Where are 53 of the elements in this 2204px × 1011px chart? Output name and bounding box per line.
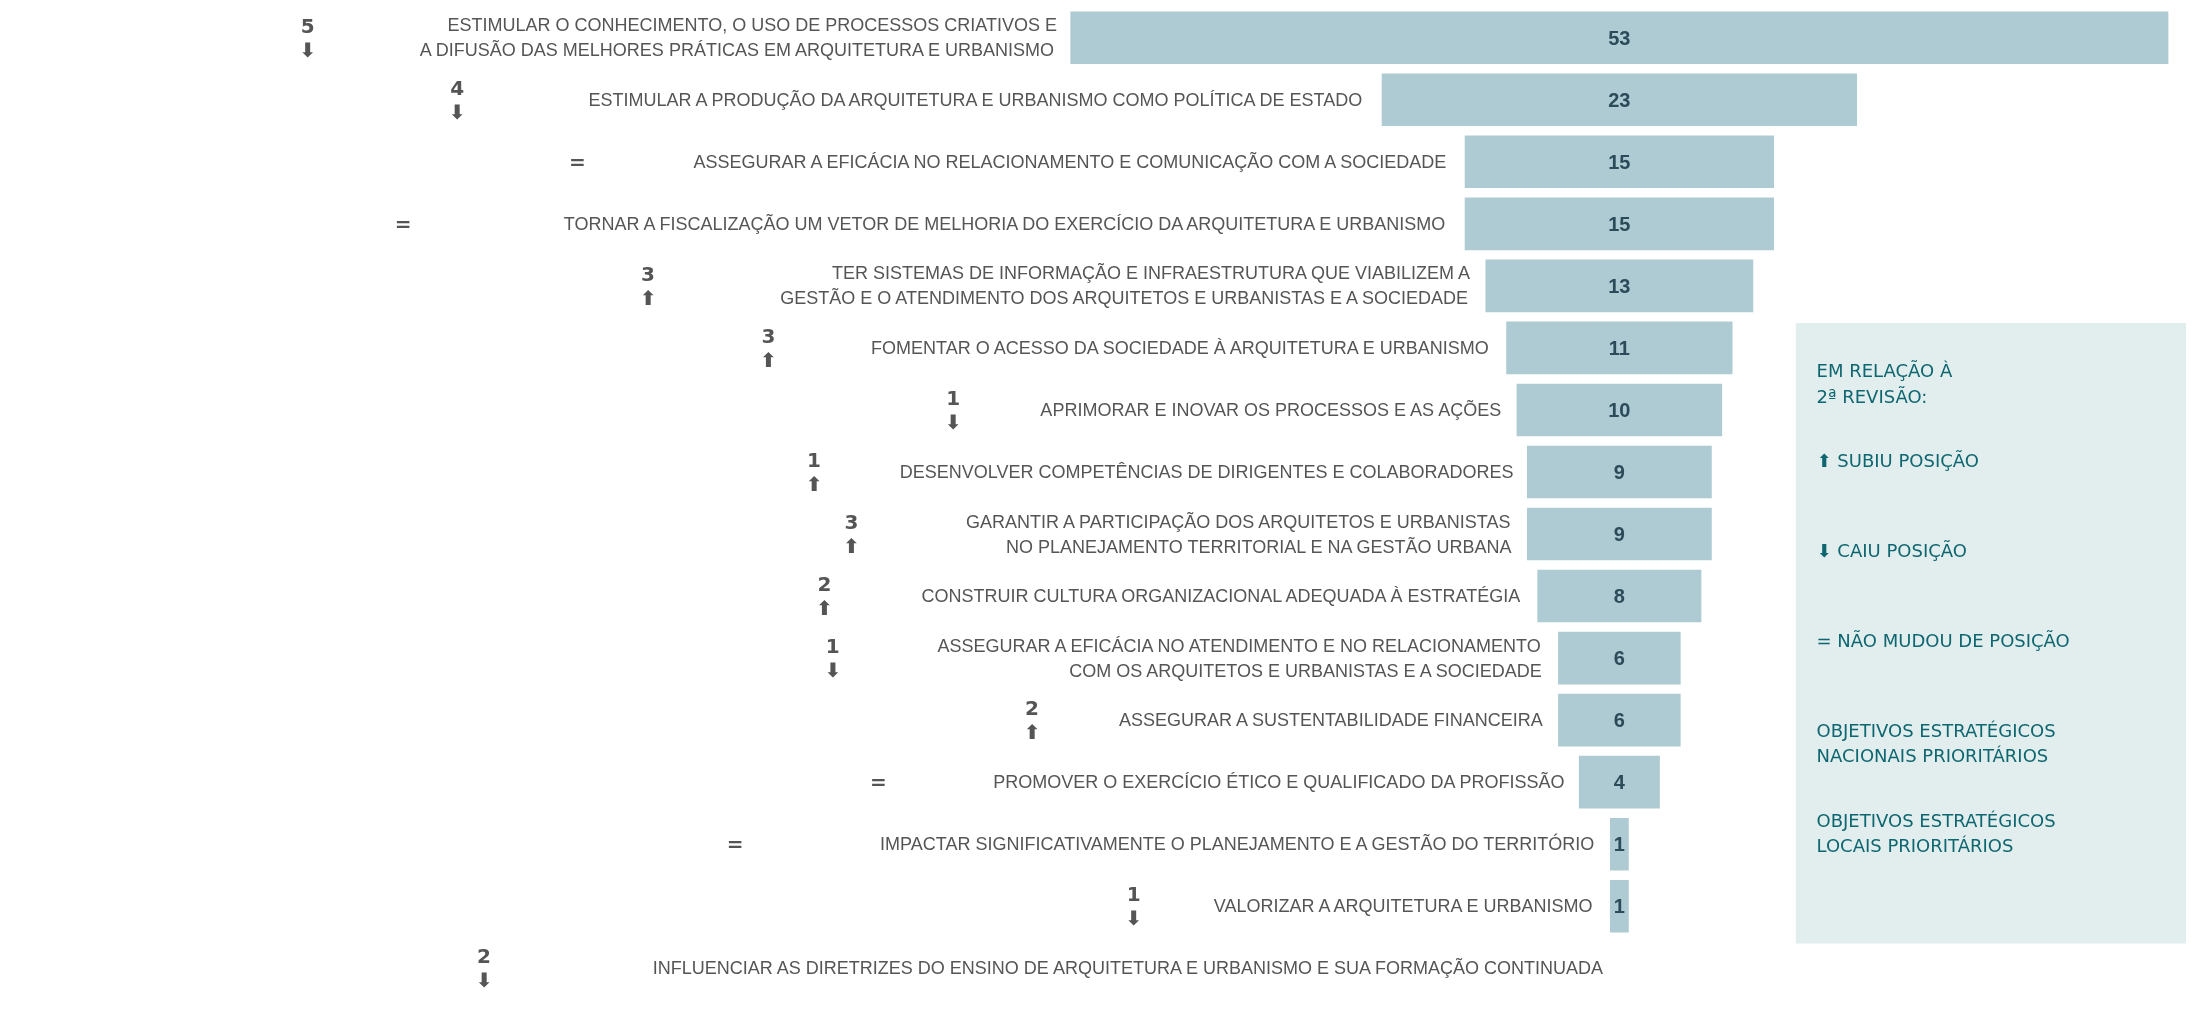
text: 3 ⬆ <box>760 323 777 372</box>
data-label: 8 <box>1613 585 1625 608</box>
text: 2 ⬇ <box>475 944 493 993</box>
text: ⬇ CAIU POSIÇÃO <box>1816 540 1967 562</box>
text: 4 ⬇ <box>448 75 466 124</box>
text: EM RELAÇÃO À 2ª REVISÃO: <box>1816 360 1953 407</box>
category-label: TER SISTEMAS DE INFORMAÇÃO E INFRAESTRUTURA QUE VIABILIZEM A GESTÃO E O ATENDIMENTO DOS ARQUITETOS E URBANISTAS E A SOCIEDADE <box>780 262 1471 309</box>
data-label: 9 <box>1613 460 1625 483</box>
text: = <box>569 149 586 174</box>
text: 3 ⬆ <box>843 510 860 559</box>
text: 1 ⬇ <box>1125 882 1143 931</box>
category-label: ESTIMULAR O CONHECIMENTO, O USO DE PROCESSOS CRIATIVOS E A DIFUSÃO DAS MELHORES PRÁTICAS EM ARQUITETURA E URBANISMO <box>419 15 1057 61</box>
data-label: 23 <box>1608 88 1631 111</box>
category-label: DESENVOLVER COMPETÊNCIAS DE DIRIGENTES E COLABORADORES <box>899 461 1514 482</box>
text: 2 ⬆ <box>816 572 833 621</box>
data-label: 4 <box>1613 771 1626 794</box>
text: OBJETIVOS ESTRATÉGICOS LOCAIS PRIORITÁRIOS <box>1816 810 2056 857</box>
category-label: ASSEGURAR A EFICÁCIA NO ATENDIMENTO E NO RELACIONAMENTO COM OS ARQUITETOS E URBANISTAS E A SOCIEDADE <box>937 635 1542 681</box>
category-label: VALORIZAR A ARQUITETURA E URBANISMO <box>1213 896 1593 917</box>
text: = <box>394 211 412 236</box>
category-label: IMPACTAR SIGNIFICATIVAMENTE O PLANEJAMENTO E A GESTÃO DO TERRITÓRIO <box>880 833 1595 855</box>
category-label: CONSTRUIR CULTURA ORGANIZACIONAL ADEQUADA À ESTRATÉGIA <box>921 586 1521 607</box>
text: 2 ⬆ <box>1023 696 1041 745</box>
data-label: 9 <box>1613 523 1625 546</box>
data-label: 13 <box>1608 274 1631 297</box>
text: 1 ⬇ <box>944 385 962 434</box>
data-label: 1 <box>1613 895 1625 918</box>
text: 5 ⬇ <box>299 13 317 62</box>
data-label: 11 <box>1608 336 1630 359</box>
category-label: APRIMORAR E INOVAR OS PROCESSOS E AS AÇÕES <box>1040 398 1502 420</box>
text: = NÃO MUDOU DE POSIÇÃO <box>1816 630 2070 652</box>
text: = <box>726 832 744 857</box>
category-label: ASSEGURAR A SUSTENTABILIDADE FINANCEIRA <box>1118 710 1543 731</box>
category-label: FOMENTAR O ACESSO DA SOCIEDADE À ARQUITETURA E URBANISMO <box>871 337 1489 358</box>
data-label: 6 <box>1613 647 1625 670</box>
category-label: ASSEGURAR A EFICÁCIA NO RELACIONAMENTO E COMUNICAÇÃO COM A SOCIEDADE <box>693 150 1447 172</box>
data-label: 15 <box>1608 212 1631 235</box>
category-label: PROMOVER O EXERCÍCIO ÉTICO E QUALIFICADO DA PROFISSÃO <box>993 771 1565 793</box>
text: OBJETIVOS ESTRATÉGICOS NACIONAIS PRIORITÁRIOS <box>1816 720 2056 767</box>
data-label: 10 <box>1608 398 1631 421</box>
category-label: INFLUENCIAR AS DIRETRIZES DO ENSINO DE ARQUITETURA E URBANISMO E SUA FORMAÇÃO CONTINUADA <box>652 957 1603 979</box>
data-label: 6 <box>1613 709 1625 732</box>
text: 3 ⬆ <box>639 261 657 310</box>
category-label: TORNAR A FISCALIZAÇÃO UM VETOR DE MELHORIA DO EXERCÍCIO DA ARQUITETURA E URBANISMO <box>563 212 1446 234</box>
data-label: 1 <box>1613 833 1625 856</box>
text: = <box>870 770 887 795</box>
text: 1 ⬆ <box>805 447 823 496</box>
text: ⬆ SUBIU POSIÇÃO <box>1816 450 1979 472</box>
category-label: ESTIMULAR A PRODUÇÃO DA ARQUITETURA E URBANISMO COMO POLÍTICA DE ESTADO <box>588 88 1363 110</box>
data-label: 15 <box>1608 150 1631 173</box>
data-label: 53 <box>1608 26 1631 49</box>
text: 1 ⬇ <box>824 634 842 683</box>
category-label: GARANTIR A PARTICIPAÇÃO DOS ARQUITETOS E URBANISTAS NO PLANEJAMENTO TERRITORIAL E NA GESTÃO URBANA <box>966 510 1512 557</box>
